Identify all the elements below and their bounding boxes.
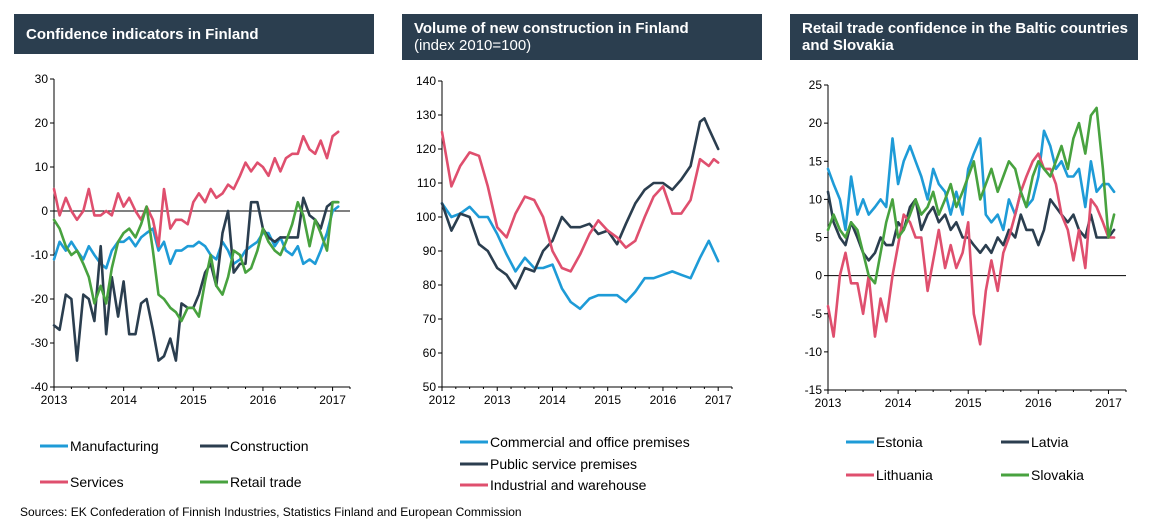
x-tick-label: 2016 bbox=[250, 393, 277, 407]
series-line-commercial-and-office-premises bbox=[440, 202, 720, 311]
y-tick-label: 20 bbox=[35, 116, 49, 130]
series-line-lithuania bbox=[826, 152, 1116, 346]
chart-header: Confidence indicators in Finland bbox=[14, 14, 374, 54]
series-line-services bbox=[52, 130, 340, 248]
y-tick-label: 60 bbox=[423, 346, 437, 360]
x-tick-label: 2014 bbox=[539, 393, 566, 407]
legend-label: Estonia bbox=[876, 434, 923, 450]
y-tick-label: 90 bbox=[423, 244, 437, 258]
y-tick-label: -15 bbox=[805, 383, 823, 397]
legend-label: Latvia bbox=[1031, 434, 1069, 450]
x-tick-label: 2013 bbox=[41, 393, 68, 407]
legend-label: Lithuania bbox=[876, 467, 933, 483]
y-tick-label: 5 bbox=[815, 231, 822, 245]
y-tick-label: 130 bbox=[416, 108, 436, 122]
chart-title: Volume of new construction in Finland bbox=[414, 20, 689, 37]
series-line-construction bbox=[52, 196, 340, 362]
series-line-retail-trade bbox=[52, 200, 340, 323]
y-tick-label: 10 bbox=[35, 160, 49, 174]
legend-label: Construction bbox=[230, 438, 309, 454]
x-tick-label: 2017 bbox=[319, 393, 346, 407]
y-tick-label: -10 bbox=[805, 345, 823, 359]
series-line-latvia bbox=[826, 190, 1116, 262]
y-tick-label: 110 bbox=[417, 176, 436, 190]
chart-header: Retail trade confidence in the Baltic co… bbox=[790, 14, 1138, 60]
source-note: Sources: EK Confederation of Finnish Ind… bbox=[20, 505, 522, 519]
y-tick-label: 30 bbox=[35, 72, 49, 86]
series-line-estonia bbox=[826, 129, 1116, 232]
legend-label: Commercial and office premises bbox=[490, 434, 690, 450]
x-tick-label: 2017 bbox=[705, 393, 732, 407]
series-line-public-service-premises bbox=[440, 117, 720, 290]
x-tick-label: 2016 bbox=[1025, 396, 1052, 410]
y-tick-label: 120 bbox=[416, 142, 436, 156]
y-tick-label: 100 bbox=[416, 210, 436, 224]
y-tick-label: -30 bbox=[31, 336, 49, 350]
x-tick-label: 2015 bbox=[594, 393, 621, 407]
chart-subtitle: (index 2010=100) bbox=[414, 37, 532, 54]
chart-header: Volume of new construction in Finland (i… bbox=[402, 14, 762, 60]
legend-label: Public service premises bbox=[490, 456, 637, 472]
chart-panel-construction-volume: Volume of new construction in Finland (i… bbox=[402, 14, 762, 494]
legend-label: Manufacturing bbox=[70, 438, 159, 454]
y-tick-label: 25 bbox=[809, 78, 823, 92]
y-tick-label: -40 bbox=[31, 380, 49, 394]
legend-label: Retail trade bbox=[230, 474, 302, 490]
chart-title: Retail trade confidence in the Baltic co… bbox=[802, 20, 1128, 54]
x-tick-label: 2015 bbox=[180, 393, 207, 407]
y-tick-label: 80 bbox=[423, 278, 437, 292]
y-tick-label: -20 bbox=[31, 292, 49, 306]
x-tick-label: 2012 bbox=[429, 393, 456, 407]
y-tick-label: 140 bbox=[416, 74, 436, 88]
y-tick-label: 0 bbox=[815, 269, 822, 283]
y-tick-label: 20 bbox=[809, 116, 823, 130]
y-tick-label: 15 bbox=[809, 154, 823, 168]
series-line-industrial-and-warehouse bbox=[440, 130, 720, 273]
legend-label: Slovakia bbox=[1031, 467, 1084, 483]
x-tick-label: 2013 bbox=[484, 393, 511, 407]
x-tick-label: 2014 bbox=[885, 396, 912, 410]
y-tick-label: -10 bbox=[31, 248, 49, 262]
x-tick-label: 2013 bbox=[815, 396, 842, 410]
series-line-slovakia bbox=[826, 106, 1116, 285]
y-tick-label: 10 bbox=[809, 192, 823, 206]
y-tick-label: 70 bbox=[423, 312, 437, 326]
y-tick-label: 0 bbox=[41, 204, 48, 218]
y-tick-label: -5 bbox=[811, 307, 822, 321]
x-tick-label: 2017 bbox=[1095, 396, 1122, 410]
chart-panel-retail-baltic: Retail trade confidence in the Baltic co… bbox=[790, 14, 1138, 494]
legend-label: Services bbox=[70, 474, 124, 490]
chart-title: Confidence indicators in Finland bbox=[26, 26, 259, 43]
x-tick-label: 2014 bbox=[110, 393, 137, 407]
x-tick-label: 2015 bbox=[955, 396, 982, 410]
x-tick-label: 2016 bbox=[650, 393, 677, 407]
chart-panel-confidence-finland: Confidence indicators in Finland 30 20 10 0… bbox=[14, 14, 374, 494]
y-tick-label: 50 bbox=[423, 380, 437, 394]
legend-label: Industrial and warehouse bbox=[490, 477, 647, 493]
